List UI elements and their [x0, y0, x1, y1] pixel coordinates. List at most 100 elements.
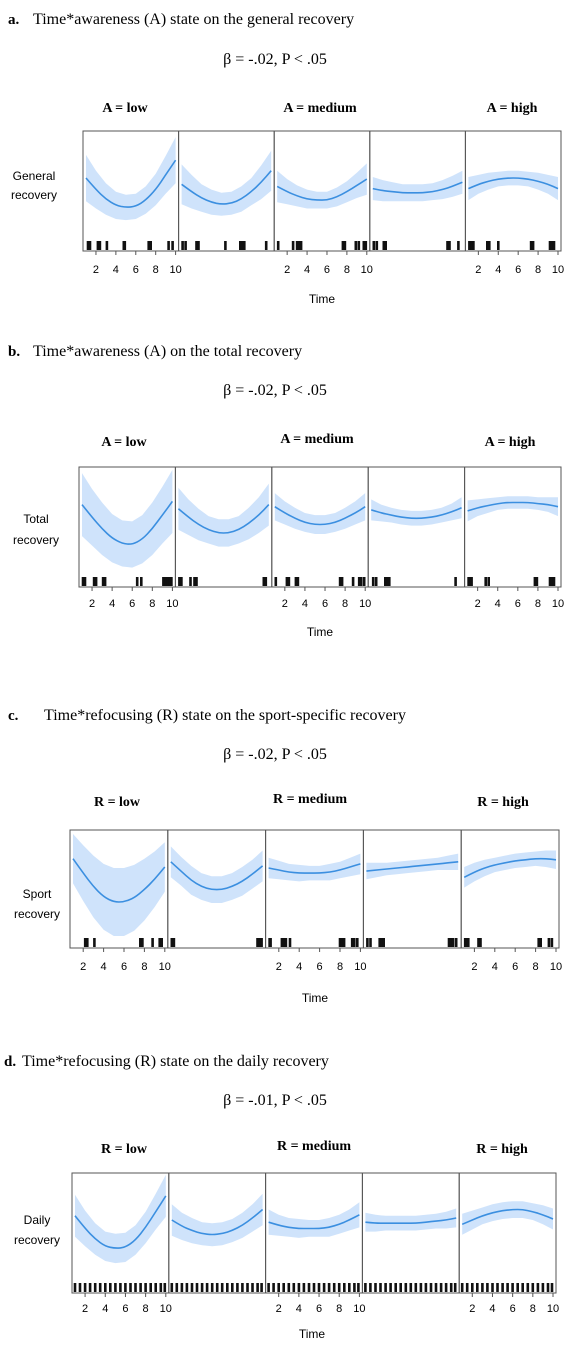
panel-b-facet-2-rug-mark — [180, 577, 183, 586]
panel-a-facet-3-rug-mark — [297, 241, 301, 250]
panel-b-facet-1-rug-mark — [101, 577, 105, 586]
panel-c-facet-2-rug-mark — [170, 938, 174, 947]
panel-a-facet-1-tick-label: 2 — [93, 264, 99, 276]
panel-b-facet-5-tick-label: 2 — [475, 598, 481, 610]
panel-a-facet-2-rug-mark — [243, 241, 246, 250]
panel-d-facet-2-rug-mark — [226, 1283, 229, 1292]
panel-d-facet-5-frame — [458, 1172, 557, 1294]
panel-b-level-low: A = low — [101, 435, 147, 450]
panel-b-facet-3-tick-label: 2 — [282, 598, 288, 610]
panel-d-facet-4-rug-mark — [404, 1283, 408, 1292]
panel-a-facet-5-rug-mark — [548, 241, 552, 250]
panel-d-facet-1-rug-mark — [154, 1283, 157, 1292]
panel-d-facet-1-rug-mark — [88, 1283, 92, 1292]
panel-c-facet-4-fit-line — [366, 861, 459, 872]
panel-b-facet-3-fit-line — [274, 506, 366, 526]
panel-d-facet-3-rug-mark — [322, 1283, 326, 1292]
panel-d-facet-5-rug-mark — [541, 1283, 545, 1292]
panel-c-facet-1-rug-mark — [151, 938, 154, 947]
panel-c-facet-2-rug-mark — [256, 938, 259, 947]
panel-d-facet-5: 2 4 6 8 10 — [458, 1172, 559, 1315]
panel-c-facet-3-tick-label: 2 — [276, 961, 282, 973]
panel-b-facet-3-tick-label: 4 — [302, 598, 308, 610]
panel-a-facet-5-confidence-band — [468, 170, 558, 201]
panel-d-facet-1-rug-mark — [134, 1283, 137, 1292]
panel-a-facet-1-rug-mark — [167, 241, 170, 250]
panel-d-facet-2-rug-mark — [215, 1283, 219, 1292]
panel-b-facet-1-rug-mark — [92, 577, 96, 586]
panel-d-facet-5-rug-mark — [550, 1283, 554, 1292]
panel-b-facet-3-confidence-band — [274, 493, 366, 534]
panel-c-facet-1-rug-mark — [83, 938, 87, 947]
panel-b-facet-3-rug-mark — [296, 577, 300, 586]
panel-c-facet-3-rug-mark — [356, 938, 359, 947]
panel-d-facet-4-rug-mark — [453, 1283, 457, 1292]
panel-a-facet-2-rug-mark — [181, 241, 184, 250]
panel-a-facet-3-rug-mark — [341, 241, 345, 250]
panel-b-facet-3-tick-label: 8 — [342, 598, 348, 610]
panel-b-facet-1-confidence-band — [82, 469, 173, 568]
panel-c-facet-3-rug-mark — [280, 938, 284, 947]
panel-c-level-low: R = low — [94, 795, 141, 810]
panel-d-facet-4-rug-mark — [449, 1283, 453, 1292]
panel-a-facet-4 — [369, 130, 466, 252]
panel-a-facet-4-fit-line — [372, 181, 463, 194]
panel-d-facet-4-rug-mark — [419, 1283, 423, 1292]
panel-d-plot: 2 4 6 8 10 2 4 6 8 10 2 4 6 8 10 — [71, 1172, 559, 1315]
panel-b-facet-5-rug-mark — [548, 577, 552, 586]
panel-d-facet-2-rug-mark — [180, 1283, 184, 1292]
panel-b-ylabel-line1: Total — [23, 512, 48, 526]
panel-b-facet-5-confidence-band — [467, 496, 558, 522]
panel-c-facet-5-rug-mark — [539, 938, 542, 947]
panel-d-facet-4-rug-mark — [429, 1283, 433, 1292]
panel-d-facet-2-rug-mark — [175, 1283, 179, 1292]
panel-d-facet-4-rug-mark — [389, 1283, 392, 1292]
panel-c-facet-1-rug-mark — [93, 938, 96, 947]
panel-c-facet-1-rug-mark — [158, 938, 161, 947]
panel-b-facet-4-rug-mark — [374, 577, 378, 586]
panel-a-facet-5-tick-label: 10 — [552, 264, 564, 276]
panel-a-ylabel-line2: recovery — [11, 188, 57, 202]
panel-d-facet-5-fit-line — [461, 1208, 554, 1226]
panel-a-facet-3-rug-mark — [364, 241, 368, 250]
panel-a-facet-5-rug-mark — [552, 241, 556, 250]
panel-c-ylabel-line2: recovery — [14, 907, 60, 921]
panel-d-facet-3-rug-mark — [353, 1283, 356, 1292]
panel-d-facet-3-rug-mark — [277, 1283, 280, 1292]
panel-d-facet-3-rug-mark — [327, 1283, 331, 1292]
panel-d-facet-1-rug-mark — [114, 1283, 117, 1292]
panel-c-facet-4-rug-mark — [369, 938, 372, 947]
panel-a-facet-4-rug-mark — [448, 241, 451, 250]
panel-d-facet-3-rug-mark — [317, 1283, 321, 1292]
panel-c-facet-3-rug-mark — [350, 938, 354, 947]
panel-a-facet-3-tick-label: 10 — [361, 264, 373, 276]
panel-d-ylabel-line1: Daily — [24, 1213, 51, 1227]
panel-d-facet-3-rug-mark — [272, 1283, 275, 1292]
panel-b-facet-5-rug-mark — [533, 577, 537, 586]
panel-a-facet-5-tick-label: 8 — [535, 264, 541, 276]
panel-d-facet-1: 2 4 6 8 10 — [71, 1172, 172, 1315]
panel-a-facet-4-rug-mark — [446, 241, 449, 250]
panel-a-facet-5-fit-line — [468, 177, 559, 190]
panel-c-facet-3-rug-mark — [338, 938, 342, 947]
panel-d-facet-4 — [361, 1172, 460, 1294]
panel-b-facet-1-rug-mark — [94, 577, 98, 586]
panel-c: c. Time*refocusing (R) state on the spor… — [8, 707, 562, 1005]
panel-b-facet-1-rug-mark — [170, 577, 173, 586]
panel-d-facet-2-rug-mark — [200, 1283, 204, 1292]
panel-c-facet-5-tick-label: 6 — [512, 961, 518, 973]
panel-c-facet-1-tick-label: 4 — [101, 961, 107, 973]
panel-a-facet-2-confidence-band — [181, 150, 272, 216]
panel-b-facet-5-rug-mark — [470, 577, 473, 586]
panel-d-facet-1-tick-label: 4 — [102, 1303, 108, 1315]
panel-b-facet-3-rug-mark — [359, 577, 363, 586]
panel-d-facet-4-rug-mark — [424, 1283, 428, 1292]
panel-c-facet-3-rug-mark — [340, 938, 344, 947]
panel-d-facet-1-rug-mark — [159, 1283, 163, 1292]
panel-a-facet-5-rug-mark — [531, 241, 535, 250]
panel-a-facet-1-rug-mark — [105, 241, 109, 250]
panel-b-facet-5-rug-mark — [535, 577, 539, 586]
panel-a-facet-5-rug-mark — [529, 241, 533, 250]
panel-b-facet-2-rug-mark — [262, 577, 266, 586]
panel-b-facet-5-fit-line — [467, 501, 559, 512]
